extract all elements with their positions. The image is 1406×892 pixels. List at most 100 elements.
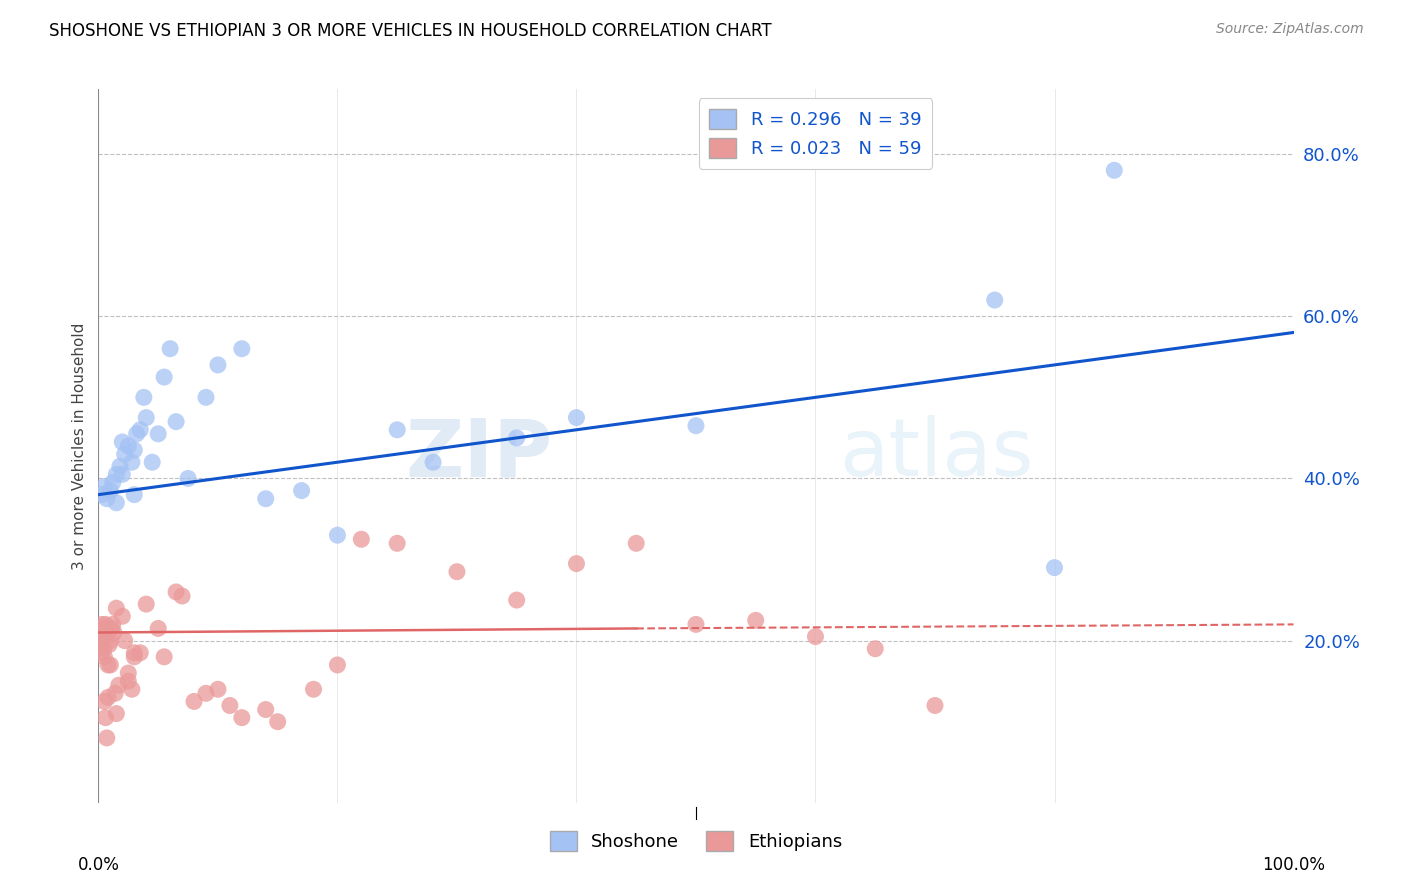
Point [98, 633, 122, 648]
Point [446, 565, 468, 579]
Point [105, 706, 128, 721]
Point [121, 682, 143, 697]
Point [326, 528, 349, 542]
Text: 0.0%: 0.0% [77, 855, 120, 873]
Point [291, 483, 314, 498]
Point [135, 410, 157, 425]
Point [117, 674, 139, 689]
Point [124, 646, 146, 660]
Point [153, 370, 176, 384]
Point [101, 475, 124, 490]
Point [104, 686, 127, 700]
Point [132, 390, 155, 404]
Point [207, 358, 229, 372]
Point [105, 601, 128, 615]
Point [231, 342, 253, 356]
Point [91, 622, 114, 636]
Point [350, 533, 373, 547]
Point [125, 426, 148, 441]
Point [385, 536, 409, 550]
Point [129, 423, 152, 437]
Point [565, 410, 588, 425]
Point [565, 557, 588, 571]
Point [93, 694, 115, 708]
Point [89, 633, 111, 648]
Point [129, 646, 152, 660]
Point [111, 434, 134, 449]
Point [124, 443, 146, 458]
Point [984, 293, 1007, 307]
Point [231, 711, 253, 725]
Point [124, 649, 146, 664]
Point [326, 657, 349, 672]
Point [98, 657, 122, 672]
Point [94, 617, 117, 632]
Point [135, 597, 157, 611]
Point [96, 625, 118, 640]
Point [141, 455, 163, 469]
Point [153, 649, 176, 664]
Text: 100.0%: 100.0% [1263, 855, 1324, 873]
Point [90, 638, 112, 652]
Point [745, 613, 768, 627]
Point [97, 690, 120, 705]
Point [105, 496, 128, 510]
Point [195, 686, 218, 700]
Point [91, 630, 114, 644]
Legend: Shoshone, Ethiopians: Shoshone, Ethiopians [543, 823, 849, 858]
Point [685, 418, 707, 433]
Point [91, 488, 114, 502]
Point [172, 589, 194, 603]
Point [100, 622, 122, 636]
Point [91, 617, 114, 632]
Point [101, 617, 124, 632]
Y-axis label: 3 or more Vehicles in Household: 3 or more Vehicles in Household [72, 322, 87, 570]
Point [124, 488, 146, 502]
Point [97, 657, 120, 672]
Point [159, 342, 181, 356]
Point [105, 467, 128, 482]
Point [422, 455, 444, 469]
Point [506, 431, 529, 445]
Point [924, 698, 946, 713]
Text: atlas: atlas [839, 415, 1033, 493]
Point [165, 585, 187, 599]
Point [177, 471, 200, 485]
Point [117, 666, 139, 681]
Point [1104, 163, 1126, 178]
Text: Source: ZipAtlas.com: Source: ZipAtlas.com [1216, 22, 1364, 37]
Point [685, 617, 707, 632]
Point [94, 711, 117, 725]
Point [302, 682, 325, 697]
Point [148, 622, 170, 636]
Point [111, 609, 134, 624]
Point [148, 426, 170, 441]
Point [626, 536, 648, 550]
Point [865, 641, 887, 656]
Point [183, 694, 205, 708]
Point [108, 459, 131, 474]
Point [93, 641, 115, 656]
Point [114, 633, 136, 648]
Point [385, 423, 409, 437]
Point [90, 646, 112, 660]
Point [111, 467, 134, 482]
Point [96, 731, 118, 745]
Point [254, 491, 277, 506]
Point [89, 625, 111, 640]
Text: ZIP: ZIP [405, 415, 553, 493]
Point [93, 649, 115, 664]
Point [121, 455, 143, 469]
Point [219, 698, 242, 713]
Point [98, 638, 121, 652]
Point [117, 439, 139, 453]
Point [267, 714, 290, 729]
Point [96, 491, 118, 506]
Point [804, 630, 827, 644]
Point [195, 390, 218, 404]
Point [254, 702, 277, 716]
Point [165, 415, 187, 429]
Point [107, 678, 129, 692]
Point [207, 682, 229, 697]
Point [114, 447, 136, 461]
